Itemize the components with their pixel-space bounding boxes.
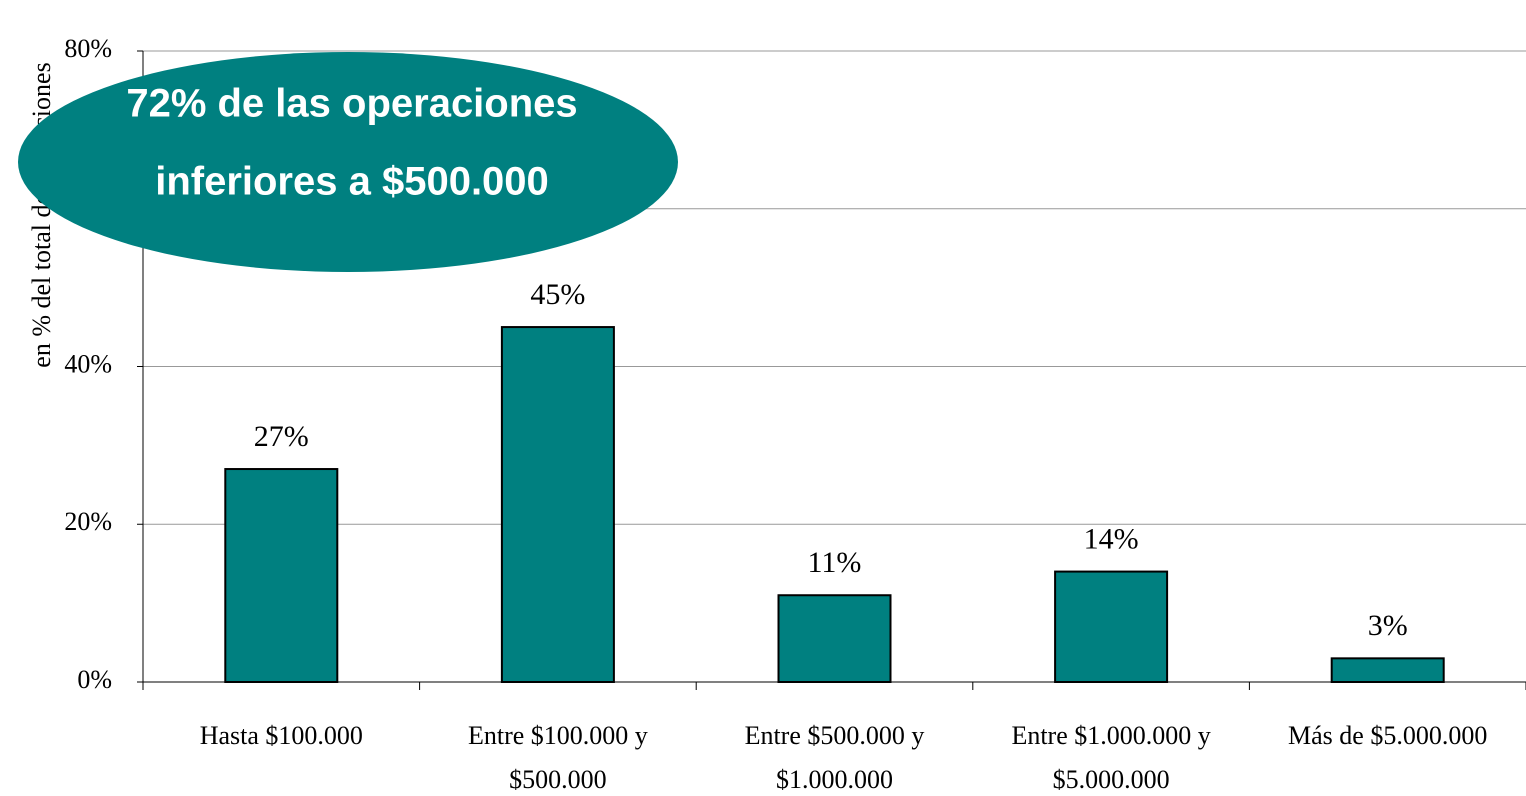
data-label: 11% (808, 546, 862, 579)
y-tick-label: 20% (64, 507, 112, 536)
bar (777, 594, 892, 683)
y-tick-label: 40% (64, 349, 112, 378)
x-tick-label: Hasta $100.000 (199, 721, 363, 750)
bar (1330, 657, 1445, 684)
x-tick-label: Entre $100.000 y $500.000 (467, 721, 648, 794)
bar (500, 326, 615, 683)
data-label: 45% (530, 278, 585, 311)
x-tick-label: Más de $5.000.000 (1288, 721, 1488, 750)
x-tick-label: Entre $500.000 y $1.000.000 (744, 721, 925, 794)
x-tick-label: Entre $1.000.000 y $5.000.000 (1011, 721, 1211, 794)
bar (224, 468, 339, 683)
bar (1054, 570, 1169, 684)
annotation-text: 72% de las operaciones (126, 82, 577, 126)
y-tick-label: 80% (64, 34, 112, 63)
annotation-bubble (18, 52, 678, 272)
y-tick-label: 0% (77, 665, 112, 694)
data-label: 27% (254, 420, 309, 453)
data-label: 14% (1084, 522, 1139, 555)
data-label: 3% (1368, 609, 1408, 642)
annotation-text: inferiores a $500.000 (155, 160, 549, 204)
y-axis-label: en % del total de operaciones (27, 62, 56, 367)
